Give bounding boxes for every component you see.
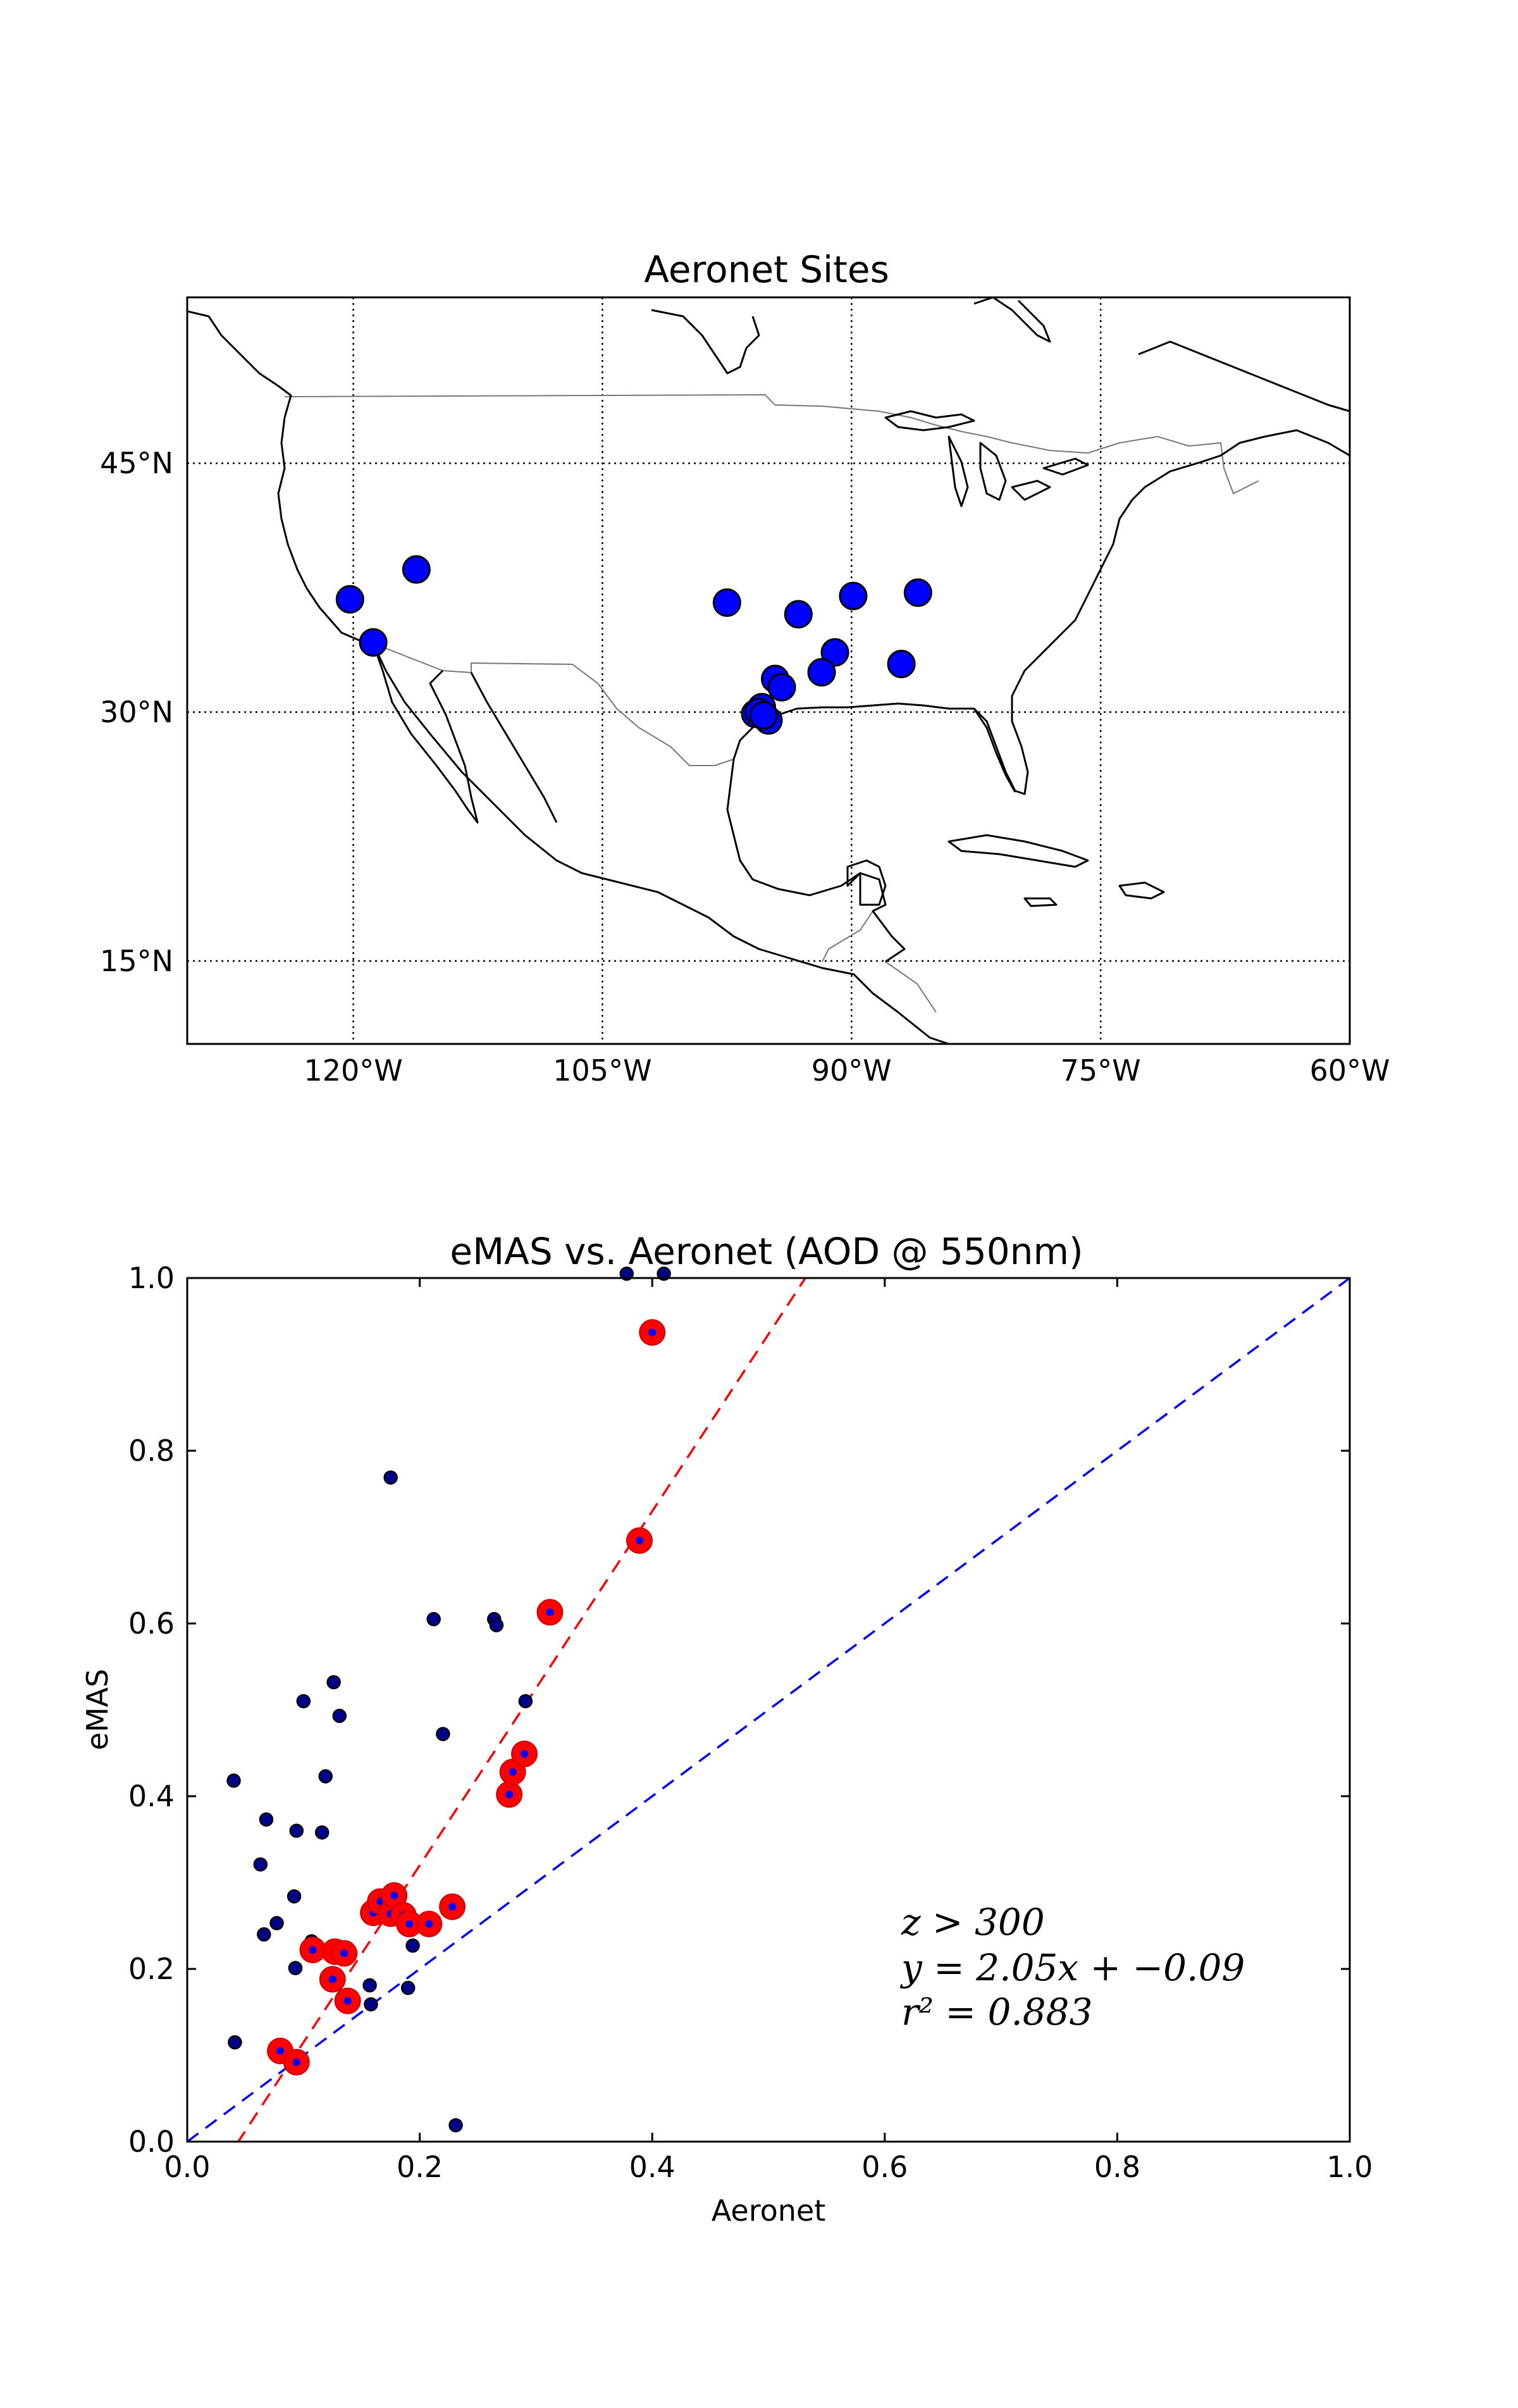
fit-line: [237, 1278, 807, 2142]
x-tick-label: 0.2: [397, 2150, 443, 2184]
site-marker: [839, 581, 868, 611]
blue-point: [287, 1889, 302, 1904]
y-axis-label: eMAS: [80, 1669, 114, 1751]
scatter-frame: [186, 1277, 1351, 2143]
site-marker: [820, 638, 849, 667]
y-tick-label: 0.6: [128, 1606, 175, 1641]
blue-point: [289, 1823, 304, 1838]
blue-point: [489, 1618, 504, 1632]
lat-label: 30°N: [100, 695, 173, 729]
red-point-center: [648, 1328, 657, 1336]
fit-line: [187, 1278, 1350, 2142]
y-tick-label: 0.0: [128, 2125, 175, 2159]
blue-point: [364, 1997, 378, 2012]
red-point-center: [309, 1946, 317, 1954]
red-point-center: [343, 1997, 352, 2005]
blue-point: [400, 1980, 416, 1995]
scatter-title: eMAS vs. Aeronet (AOD @ 550nm): [450, 1230, 1083, 1273]
blue-point: [259, 1812, 274, 1827]
blue-point: [296, 1694, 311, 1709]
blue-point: [426, 1611, 441, 1627]
red-point-center: [546, 1608, 554, 1617]
red-point-center: [340, 1949, 349, 1958]
blue-point: [314, 1825, 330, 1840]
blue-point: [362, 1978, 377, 1993]
blue-point: [269, 1916, 284, 1930]
lon-label: 90°W: [811, 1053, 892, 1088]
fit-lines: [187, 1278, 1350, 2142]
scatter-points: [226, 1266, 671, 2133]
blue-point: [326, 1675, 341, 1690]
red-point-center: [292, 2058, 300, 2066]
annotation-r2: r² = 0.883: [901, 1990, 1093, 2033]
red-point-center: [509, 1768, 517, 1776]
site-marker: [784, 600, 813, 629]
red-point-center: [276, 2047, 285, 2055]
site-marker: [402, 555, 431, 584]
y-tick-label: 0.2: [128, 1952, 175, 1986]
site-markers: [335, 555, 932, 735]
blue-point: [257, 1927, 271, 1942]
x-axis-label: Aeronet: [712, 2194, 826, 2228]
site-marker: [335, 585, 364, 614]
y-tick-label: 1.0: [128, 1261, 175, 1295]
y-tick-label: 0.4: [128, 1779, 175, 1813]
red-point-center: [448, 1902, 457, 1911]
blue-point: [436, 1727, 450, 1741]
red-point-center: [505, 1790, 514, 1799]
blue-point: [383, 1470, 398, 1485]
map-frame: [186, 296, 1351, 1045]
lon-label: 120°W: [304, 1053, 402, 1088]
site-marker: [807, 658, 836, 687]
coastlines: [187, 297, 1350, 1044]
x-tick-label: 0.6: [861, 2150, 908, 2184]
blue-point: [318, 1769, 333, 1784]
site-marker: [903, 578, 932, 607]
blue-point: [332, 1708, 347, 1723]
site-marker: [767, 673, 796, 702]
x-tick-label: 0.8: [1094, 2150, 1140, 2184]
lat-label: 45°N: [100, 446, 173, 480]
map-axis-labels: 120°W 105°W 90°W 75°W 60°W 45°N 30°N 15°N: [100, 446, 1390, 1088]
site-marker: [887, 650, 916, 679]
y-tick-label: 0.8: [128, 1434, 175, 1468]
red-point-center: [425, 1920, 433, 1928]
map-panel: Aeronet Sites: [100, 248, 1390, 1088]
annotation-z: z > 300: [901, 1901, 1045, 1944]
scatter-panel: eMAS vs. Aeronet (AOD @ 550nm) 0.00.0 0.2…: [80, 1230, 1373, 2228]
annotation-fit: y = 2.05x + −0.09: [899, 1946, 1245, 1989]
scatter-ticks: 0.00.0 0.2 0.2 0.4 0.4 0.6 0.6 0.8 0.8 1.0 1.0: [128, 1261, 1373, 2184]
lon-label: 60°W: [1309, 1053, 1390, 1088]
map-title: Aeronet Sites: [644, 248, 889, 291]
x-tick-label: 1.0: [1326, 2150, 1373, 2184]
country-borders: [284, 394, 1259, 1013]
lat-label: 15°N: [100, 944, 173, 978]
map-gridlines: [187, 297, 1350, 1044]
blue-point: [405, 1938, 420, 1953]
blue-point: [228, 2035, 242, 2050]
blue-point: [448, 2118, 463, 2133]
red-point-center: [521, 1750, 529, 1758]
blue-point: [253, 1857, 268, 1872]
blue-point: [518, 1694, 533, 1709]
blue-point: [288, 1961, 303, 1975]
blue-point: [226, 1773, 241, 1788]
blue-point: [657, 1266, 671, 1281]
red-point-center: [405, 1920, 414, 1928]
x-tick-label: 0.0: [164, 2150, 210, 2184]
site-marker: [749, 701, 778, 730]
red-point-center: [635, 1536, 643, 1544]
site-marker: [359, 628, 388, 657]
red-point-center: [390, 1891, 398, 1899]
lon-label: 105°W: [553, 1053, 651, 1088]
red-point-center: [328, 1975, 336, 1983]
lon-label: 75°W: [1061, 1053, 1141, 1088]
site-marker: [712, 588, 741, 617]
blue-point: [619, 1266, 634, 1281]
x-tick-label: 0.4: [629, 2150, 676, 2184]
